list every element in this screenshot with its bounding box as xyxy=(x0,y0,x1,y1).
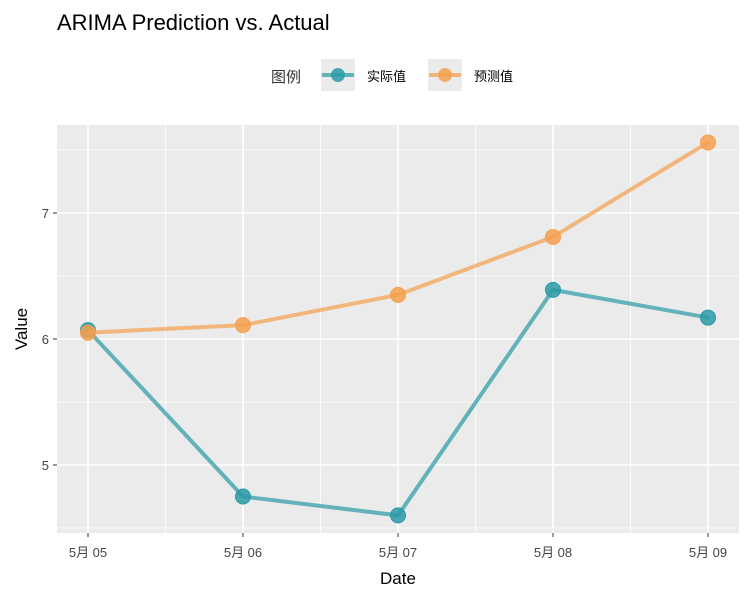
x-tick-label: 5月 09 xyxy=(689,545,727,560)
data-point-actual xyxy=(235,488,251,505)
x-axis-title: Date xyxy=(380,569,416,588)
y-tick-label: 5 xyxy=(42,458,49,473)
legend-label-predicted: 预测值 xyxy=(474,69,513,85)
data-point-predicted xyxy=(545,228,561,245)
legend-item-predicted: 预测值 xyxy=(428,59,513,91)
x-tick-label: 5月 08 xyxy=(534,545,572,560)
legend-key-marker-actual xyxy=(331,68,345,82)
data-point-actual xyxy=(700,309,716,326)
legend: 图例 实际值 预测值 xyxy=(271,59,513,91)
y-axis-title: Value xyxy=(12,308,31,350)
data-point-actual xyxy=(390,507,406,524)
data-point-predicted xyxy=(390,286,406,303)
chart-title: ARIMA Prediction vs. Actual xyxy=(57,10,330,35)
x-tick-label: 5月 07 xyxy=(379,545,417,560)
data-point-predicted xyxy=(80,324,96,341)
data-point-actual xyxy=(545,281,561,298)
series-layer xyxy=(80,134,716,524)
data-point-predicted xyxy=(700,134,716,151)
legend-key-marker-predicted xyxy=(438,68,452,82)
grid-major xyxy=(57,125,739,533)
legend-item-actual: 实际值 xyxy=(321,59,406,91)
y-tick-label: 7 xyxy=(42,206,49,221)
data-point-predicted xyxy=(235,317,251,334)
y-tick-label: 6 xyxy=(42,332,49,347)
x-axis: 5月 05 5月 06 5月 07 5月 08 5月 09 xyxy=(69,533,727,560)
y-axis: 5 6 7 xyxy=(42,206,57,473)
legend-title: 图例 xyxy=(271,68,301,86)
x-tick-label: 5月 05 xyxy=(69,545,107,560)
x-tick-label: 5月 06 xyxy=(224,545,262,560)
legend-label-actual: 实际值 xyxy=(367,69,406,85)
